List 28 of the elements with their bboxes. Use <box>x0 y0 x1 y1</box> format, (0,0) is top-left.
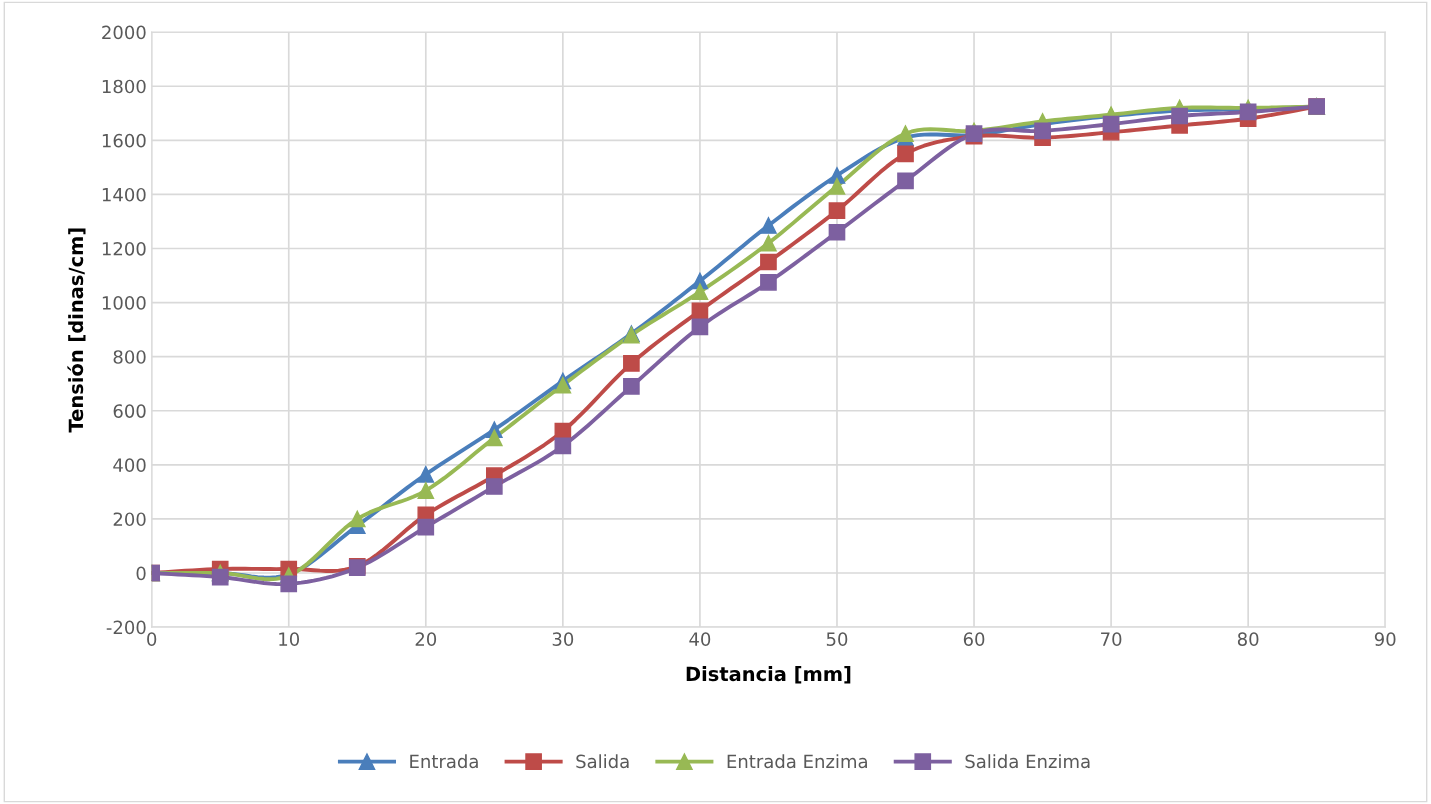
x-tick-label: 20 <box>415 632 437 646</box>
y-tick-label: 800 <box>113 350 146 364</box>
x-axis-title: Distancia [mm] <box>686 666 851 684</box>
y-tick-label: -200 <box>106 620 146 635</box>
y-tick-label: 1000 <box>102 296 146 310</box>
y-tick-label: 1600 <box>102 133 146 148</box>
y-tick-label: 600 <box>113 404 146 418</box>
x-tick-label: 0 <box>147 632 157 646</box>
legend-label: Salida Enzima <box>965 754 1090 769</box>
x-tick-label: 90 <box>1374 632 1396 646</box>
legend-label: Salida <box>576 754 629 769</box>
x-tick-label: 60 <box>963 632 985 646</box>
y-axis-title: Tensión [dinas/cm] <box>67 228 86 433</box>
legend-label: Entrada <box>410 754 478 769</box>
y-tick-label: 1800 <box>102 79 146 94</box>
x-tick-label: 40 <box>689 632 711 646</box>
x-tick-label: 30 <box>552 632 574 646</box>
x-tick-label: 70 <box>1101 632 1122 646</box>
y-tick-label: 1400 <box>102 187 146 202</box>
y-tick-label: 1200 <box>102 241 146 256</box>
legend-label: Entrada Enzima <box>727 754 867 769</box>
y-tick-label: 0 <box>136 566 146 581</box>
x-tick-label: 10 <box>279 632 300 646</box>
y-tick-label: 200 <box>113 512 146 527</box>
x-tick-label: 50 <box>826 632 848 646</box>
y-tick-label: 2000 <box>102 25 146 40</box>
y-tick-label: 400 <box>113 458 146 472</box>
x-tick-label: 80 <box>1237 632 1259 646</box>
